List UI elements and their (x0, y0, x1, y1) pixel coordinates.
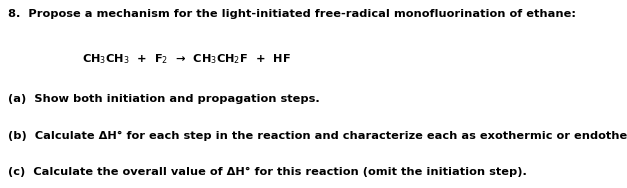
Text: (c)  Calculate the overall value of ΔH° for this reaction (omit the initiation s: (c) Calculate the overall value of ΔH° f… (8, 167, 527, 177)
Text: 8.  Propose a mechanism for the light-initiated free-radical monofluorination of: 8. Propose a mechanism for the light-ini… (8, 9, 576, 19)
Text: CH$_3$CH$_3$  +  F$_2$  →  CH$_3$CH$_2$F  +  HF: CH$_3$CH$_3$ + F$_2$ → CH$_3$CH$_2$F + H… (82, 53, 290, 66)
Text: (a)  Show both initiation and propagation steps.: (a) Show both initiation and propagation… (8, 94, 319, 104)
Text: (b)  Calculate ΔH° for each step in the reaction and characterize each as exothe: (b) Calculate ΔH° for each step in the r… (8, 131, 627, 141)
